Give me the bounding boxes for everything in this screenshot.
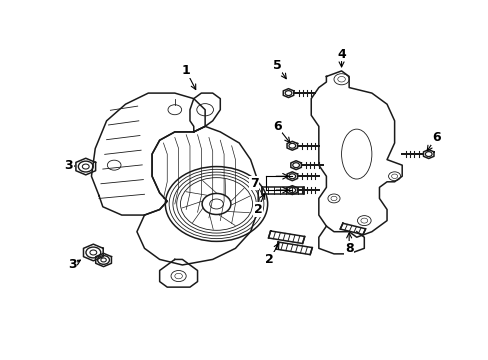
Text: 3: 3 [64, 159, 74, 172]
Text: 2: 2 [253, 194, 264, 216]
Text: 5: 5 [272, 59, 285, 79]
Text: 3: 3 [68, 258, 80, 271]
Text: 8: 8 [344, 233, 353, 255]
Text: 1: 1 [182, 64, 195, 90]
Text: 4: 4 [337, 48, 345, 67]
Text: 6: 6 [272, 120, 289, 143]
Text: 2: 2 [264, 243, 278, 266]
Text: 7: 7 [249, 177, 258, 190]
Text: 6: 6 [427, 131, 440, 151]
